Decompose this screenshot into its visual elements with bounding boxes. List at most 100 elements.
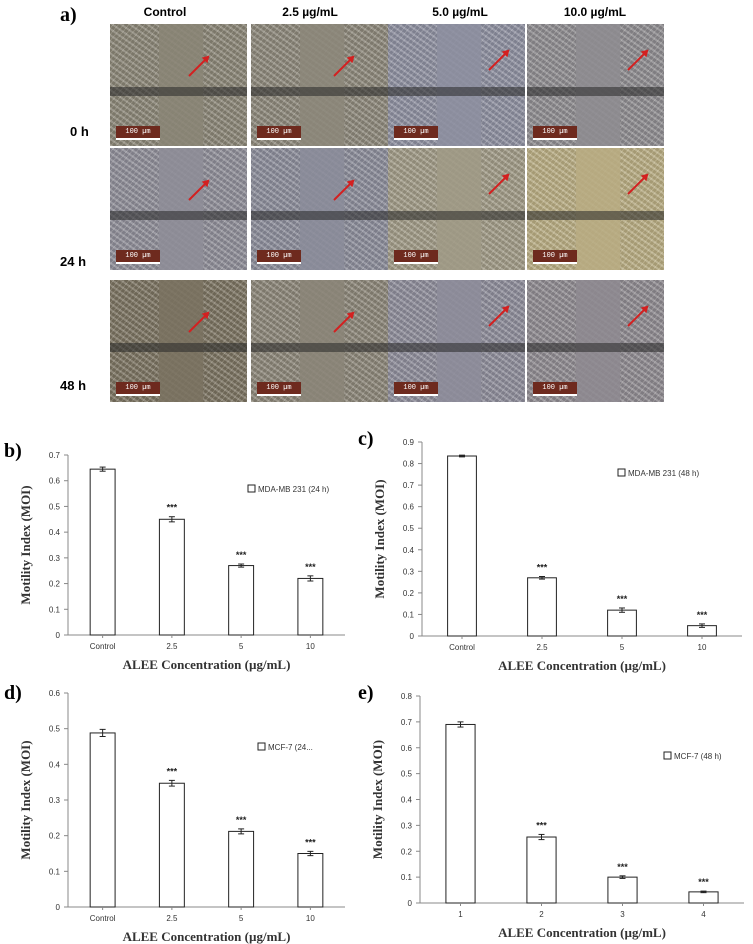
scale-bar-label: 100 µm — [266, 252, 292, 260]
x-tick-label: 5 — [239, 914, 244, 923]
row-label-0h: 0 h — [70, 124, 89, 139]
y-tick-label: 0.2 — [401, 847, 413, 856]
y-tick-label: 0.6 — [401, 744, 413, 753]
legend-label: MDA-MB 231 (24 h) — [258, 485, 329, 494]
y-tick-label: 0.7 — [403, 481, 415, 490]
y-axis-title: Motility Index (MOI) — [372, 479, 387, 598]
x-tick-label: 3 — [620, 910, 625, 919]
scale-bar: 100 µm — [394, 250, 438, 264]
significance-label: *** — [617, 862, 628, 872]
bar — [447, 455, 477, 637]
bar — [445, 723, 476, 904]
panel-b-letter: b) — [4, 440, 22, 462]
legend-label: MCF-7 (24... — [268, 743, 313, 752]
y-tick-label: 0.9 — [403, 438, 415, 447]
panel-a-letter: a) — [60, 4, 77, 26]
y-tick-label: 0.5 — [401, 770, 413, 779]
y-tick-label: 0.2 — [49, 580, 61, 589]
micrograph-tile: 100 µm — [110, 280, 247, 402]
y-tick-label: 0.4 — [401, 796, 413, 805]
column-label-2-5: 2.5 µg/mL — [282, 5, 338, 19]
y-tick-label: 0.7 — [49, 451, 61, 460]
significance-label: *** — [697, 610, 708, 620]
red-arrow-icon — [627, 308, 646, 327]
x-tick-label: 5 — [239, 642, 244, 651]
scratch-gap — [576, 280, 621, 402]
y-axis-title: Motility Index (MOI) — [18, 740, 33, 859]
y-tick-label: 0.8 — [403, 460, 415, 469]
y-axis-title: Motility Index (MOI) — [18, 485, 33, 604]
x-tick-label: Control — [90, 914, 116, 923]
x-tick-label: 2.5 — [166, 642, 178, 651]
scale-bar: 100 µm — [116, 382, 160, 396]
micrograph-tile: 100 µm — [527, 24, 664, 146]
micrograph-tile: 100 µm — [527, 280, 664, 402]
significance-label: *** — [305, 562, 316, 572]
scale-bar: 100 µm — [116, 250, 160, 264]
y-tick-label: 0.2 — [49, 832, 61, 841]
bar — [228, 565, 255, 636]
significance-label: *** — [305, 837, 316, 847]
scratch-gap — [159, 24, 204, 146]
horizontal-band — [251, 343, 388, 353]
scratch-gap — [159, 280, 204, 402]
scale-bar-label: 100 µm — [266, 384, 292, 392]
bar — [607, 876, 638, 904]
scratch-gap — [159, 148, 204, 270]
y-tick-label: 0.6 — [403, 503, 415, 512]
y-tick-label: 0 — [408, 899, 413, 908]
scale-bar-label: 100 µm — [125, 384, 151, 392]
x-tick-label: 1 — [458, 910, 463, 919]
chart-c: 0 0.1 0.2 0.3 0.4 0.5 0.6 0.7 0.8 0.9 Control *** 2.… — [372, 438, 742, 673]
significance-label: *** — [617, 594, 628, 604]
scratch-gap — [300, 280, 345, 402]
bar — [688, 891, 719, 904]
y-tick-label: 0.4 — [49, 760, 61, 769]
x-tick-label: Control — [449, 643, 475, 652]
scale-bar-label: 100 µm — [403, 128, 429, 136]
y-tick-label: 0.3 — [49, 554, 61, 563]
red-arrow-icon — [627, 176, 646, 195]
micrograph-tile: 100 µm — [388, 148, 525, 270]
row-label-24h: 24 h — [60, 254, 87, 269]
chart-d: 0 0.1 0.2 0.3 0.4 0.5 0.6 Control *** 2.5 *** 5 *** 1… — [18, 689, 345, 944]
scale-bar-label: 100 µm — [403, 252, 429, 260]
red-arrow-icon — [488, 176, 507, 195]
y-tick-label: 0.4 — [49, 528, 61, 537]
significance-label: *** — [167, 766, 178, 776]
scale-bar: 100 µm — [394, 382, 438, 396]
bar — [607, 609, 637, 637]
column-label-control: Control — [143, 5, 187, 19]
column-label-5-0: 5.0 µg/mL — [432, 5, 488, 19]
horizontal-band — [388, 343, 525, 353]
x-tick-label: 4 — [701, 910, 706, 919]
bar — [526, 836, 557, 904]
micrograph-tile: 100 µm — [110, 148, 247, 270]
y-tick-label: 0.1 — [49, 605, 61, 614]
scale-bar-label: 100 µm — [125, 252, 151, 260]
horizontal-band — [388, 211, 525, 221]
x-axis-title: ALEE Concentration (µg/mL) — [123, 929, 291, 944]
y-tick-label: 0.1 — [49, 867, 61, 876]
y-tick-label: 0.5 — [49, 725, 61, 734]
legend-swatch — [247, 484, 256, 493]
significance-label: *** — [167, 503, 178, 513]
horizontal-band — [527, 343, 664, 353]
panel-e-letter: e) — [358, 682, 374, 704]
x-axis-title: ALEE Concentration (µg/mL) — [498, 658, 666, 673]
scale-bar: 100 µm — [257, 250, 301, 264]
scratch-gap — [300, 24, 345, 146]
legend-swatch — [663, 751, 672, 760]
bar — [297, 853, 324, 908]
x-axis-title: ALEE Concentration (µg/mL) — [123, 657, 291, 672]
horizontal-band — [110, 87, 247, 97]
y-tick-label: 0.5 — [49, 502, 61, 511]
scale-bar: 100 µm — [257, 126, 301, 140]
chart-e: 0 0.1 0.2 0.3 0.4 0.5 0.6 0.7 0.8 1 *** 2 *** 3 *** 4 MC… — [370, 692, 744, 940]
scale-bar-label: 100 µm — [125, 128, 151, 136]
horizontal-band — [527, 87, 664, 97]
panel-d-letter: d) — [4, 682, 22, 704]
y-tick-label: 0.3 — [403, 567, 415, 576]
micrograph-tile: 100 µm — [251, 280, 388, 402]
micrograph-tile: 100 µm — [388, 24, 525, 146]
